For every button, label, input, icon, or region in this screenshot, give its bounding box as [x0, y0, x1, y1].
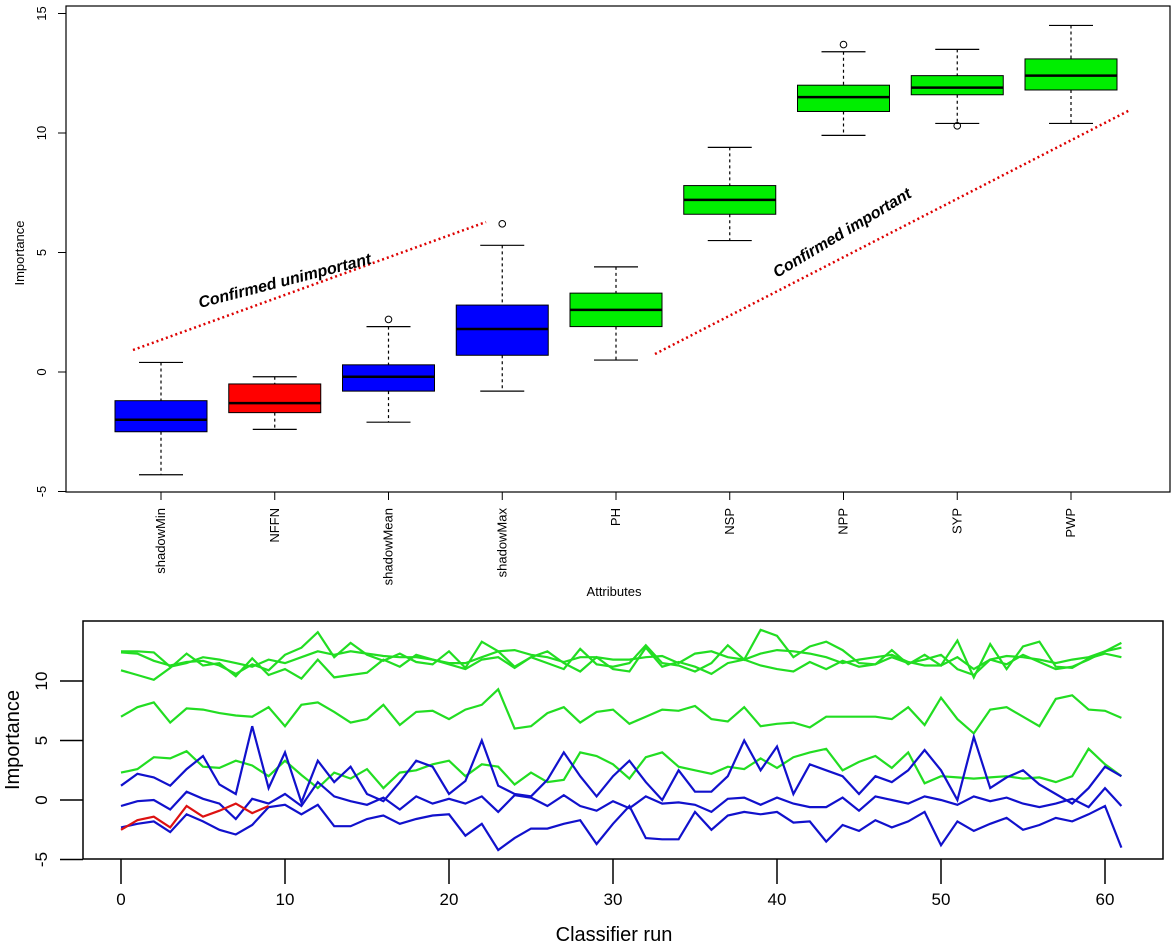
bottom-x-tick-label: 0	[116, 890, 125, 909]
bottom-y-tick-label: 0	[32, 795, 51, 804]
series-line-2	[120, 628, 1122, 680]
box-SYP	[910, 75, 1004, 96]
series-line-7	[120, 803, 1123, 852]
annotation-important: Confirmed important	[770, 185, 915, 281]
bottom-x-tick-label: 40	[768, 890, 787, 909]
bottom-x-tick-label: 20	[440, 890, 459, 909]
top-plot-frame	[65, 5, 1171, 493]
outlier-point	[953, 122, 962, 130]
top-y-tick-label: 15	[34, 6, 49, 20]
top-x-tick-label: SYP	[949, 508, 964, 534]
bottom-x-tick-label: 50	[932, 890, 951, 909]
top-dotted-lines	[132, 108, 1131, 356]
top-y-axis-label: Importance	[12, 220, 27, 285]
top-x-tick-label: shadowMin	[153, 508, 168, 574]
bottom-y-tick-label: 10	[32, 672, 51, 691]
bottom-x-tick-label: 60	[1096, 890, 1115, 909]
annotation-unimportant: Confirmed unimportant	[197, 251, 374, 312]
top-x-tick-label: shadowMean	[381, 508, 396, 585]
top-x-tick-label: NSP	[722, 508, 737, 535]
series-line-6	[120, 780, 1123, 821]
top-y-ticks: -5 0 5 10 15	[34, 6, 66, 497]
top-x-tick-label: NFFN	[267, 508, 282, 543]
top-y-tick-label: 0	[34, 368, 49, 375]
bottom-y-tick-label: -5	[32, 852, 51, 867]
bottom-y-ticks: -5 0 5 10	[32, 672, 83, 867]
bottom-y-tick-label: 5	[32, 736, 51, 745]
top-y-tick-label: 5	[34, 249, 49, 256]
outlier-point	[839, 40, 848, 49]
top-x-ticks: shadowMin NFFN shadowMean shadowMax PH NSP NPP…	[153, 492, 1078, 585]
bottom-x-tick-label: 30	[604, 890, 623, 909]
bottom-y-axis-label: Importance	[2, 690, 24, 790]
top-x-tick-label: NPP	[836, 508, 851, 535]
series-line-0	[121, 646, 1122, 671]
top-x-tick-label: shadowMax	[494, 508, 509, 578]
series-line-5	[120, 725, 1122, 806]
bottom-series-lines	[120, 628, 1123, 852]
series-line-8	[120, 802, 270, 831]
box-plot-chart: -5 0 5 10 15 shadowMin NFFN shadowMean shadowMa…	[12, 5, 1171, 599]
bottom-x-ticks: 0 10 20 30 40 50 60	[116, 859, 1114, 909]
dotted-line-important	[654, 108, 1131, 356]
top-y-tick-label: -5	[34, 486, 49, 498]
top-x-tick-label: PWP	[1063, 508, 1078, 538]
top-x-axis-label: Attributes	[587, 584, 642, 599]
top-boxes	[114, 24, 1118, 476]
top-y-tick-label: 10	[34, 126, 49, 140]
dotted-line-unimportant	[132, 220, 487, 352]
top-x-tick-label: PH	[608, 508, 623, 526]
bottom-x-axis-label: Classifier run	[556, 924, 673, 946]
series-line-3	[120, 687, 1122, 736]
box-shadowMin	[114, 400, 208, 433]
outlier-point	[384, 315, 393, 324]
series-line-1	[120, 641, 1122, 682]
box-NFFN	[228, 383, 322, 414]
bottom-x-tick-label: 10	[276, 890, 295, 909]
outlier-point	[498, 220, 507, 228]
line-chart: -5 0 5 10 0 10 20 30 40 50 60 Classifier run Impo…	[2, 620, 1164, 946]
